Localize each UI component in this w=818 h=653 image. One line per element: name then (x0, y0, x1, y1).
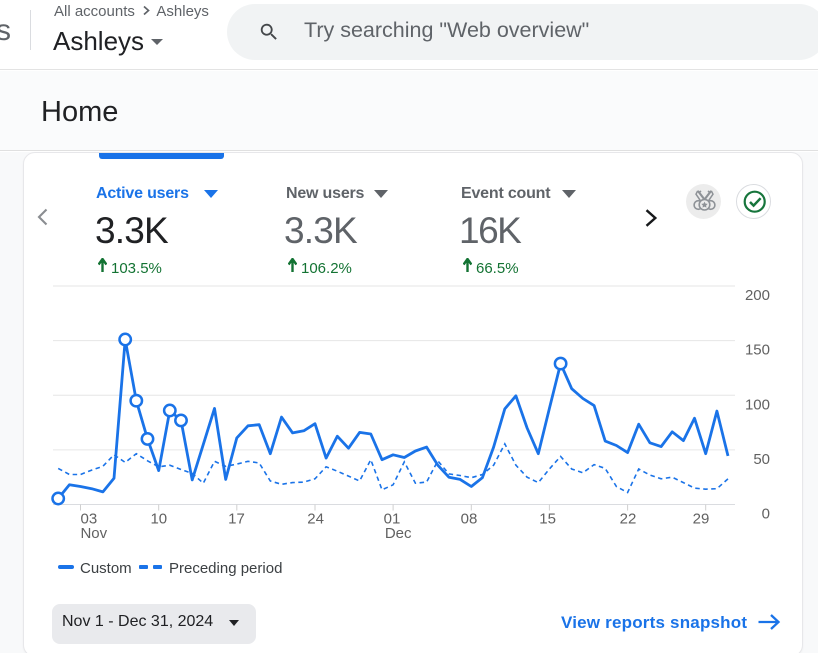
svg-text:29: 29 (693, 511, 710, 528)
svg-text:50: 50 (753, 451, 770, 468)
svg-text:24: 24 (307, 511, 324, 528)
svg-text:Dec: Dec (385, 525, 412, 542)
svg-text:15: 15 (539, 511, 556, 528)
svg-text:Nov: Nov (80, 525, 107, 542)
svg-text:22: 22 (620, 511, 637, 528)
svg-text:01: 01 (384, 511, 401, 528)
svg-text:17: 17 (228, 511, 245, 528)
svg-text:03: 03 (81, 511, 98, 528)
svg-text:10: 10 (150, 511, 167, 528)
svg-text:0: 0 (762, 506, 770, 523)
svg-text:150: 150 (745, 342, 770, 359)
svg-text:100: 100 (745, 396, 770, 413)
svg-text:08: 08 (461, 511, 478, 528)
svg-text:200: 200 (745, 287, 770, 304)
